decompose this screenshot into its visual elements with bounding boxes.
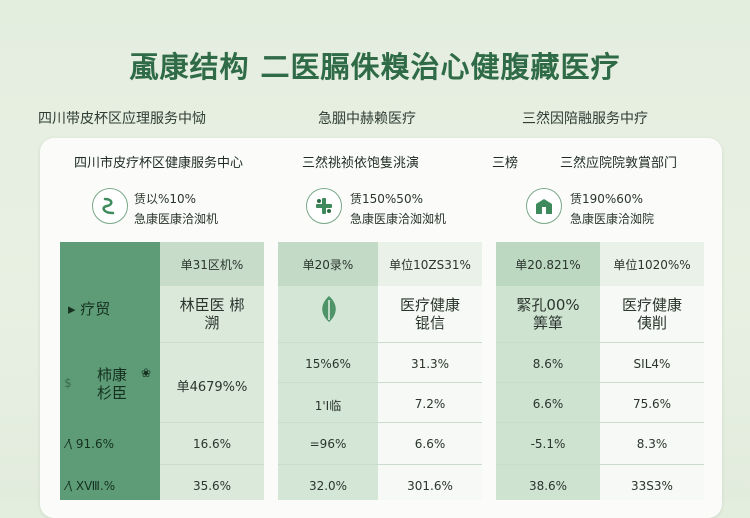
block2-row3-b: 7.2% <box>414 397 446 411</box>
block1-row2-prefix: $ <box>64 376 72 390</box>
block1-label-column <box>60 242 160 500</box>
block2-header-b: 单位10ZS31% <box>389 258 471 272</box>
block2-header-a-bg <box>278 242 378 286</box>
info-2-line1: 赁150%50% <box>350 192 423 206</box>
info-1-line2: 急康医康洽洳机 <box>134 212 219 226</box>
block3-row4-b: 8.3% <box>636 437 668 451</box>
info-3-line2: 急康医康洽洳院 <box>570 212 655 226</box>
subhead-2: 急胭中赫赖医疗 <box>318 111 416 127</box>
block2-row4-b: 6.6% <box>414 437 446 451</box>
leaf-icon <box>318 294 340 328</box>
divider <box>278 342 482 343</box>
block3-row4-a: -5.1% <box>530 437 566 451</box>
block2-header-b-bg <box>378 242 482 286</box>
block2-row3-a: 1'I临 <box>314 399 342 413</box>
block3-row3-a: 6.6% <box>532 397 564 411</box>
column-head-2: 三然祧祯依饱隻洮演 <box>302 156 420 171</box>
block2-row5-b: 301.6% <box>407 479 453 493</box>
divider <box>160 342 264 343</box>
block3-row5-b: 33S3% <box>631 479 673 493</box>
block3-row2-b: SIL4% <box>633 357 671 371</box>
subheadings: 四川带皮杯区应理服务中恸 急胭中赫赖医疗 三然因陪融服务中疗 <box>0 108 750 128</box>
divider <box>278 464 482 465</box>
block3-header-b-bg <box>600 242 704 286</box>
block2-row5-a: 32.0% <box>308 479 348 493</box>
divider <box>496 382 704 383</box>
divider <box>278 382 482 383</box>
info-2-line2: 急康医康洽洳洳机 <box>350 212 447 226</box>
block3-header-a: 单20.821% <box>515 258 581 272</box>
block2-row2-a: 15%6% <box>305 357 351 371</box>
block2-row1-value: 医疗健康 锟信 <box>399 296 460 332</box>
divider <box>496 464 704 465</box>
block1-row2-label: 柿康 杉臣 <box>96 366 127 402</box>
page-title: 颪康结构 二医膈侏糗治心健腹藏医疗 <box>129 50 621 84</box>
column-head-1: 四川市皮疗杯区健康服务中心 <box>74 156 244 171</box>
hospital-icon <box>526 188 562 224</box>
block3-header-b: 单位1020%% <box>613 258 691 272</box>
block1-row3-value: 16.6% <box>192 437 232 451</box>
divider <box>496 422 704 423</box>
subhead-3: 三然因陪融服务中疗 <box>522 111 648 127</box>
block1-row1-label: ▸ 疗贸 <box>68 300 111 318</box>
block3-row2-a: 8.6% <box>532 357 564 371</box>
divider <box>496 342 704 343</box>
divider <box>160 464 264 465</box>
block2-header-a: 单20录% <box>302 258 354 272</box>
divider <box>160 422 264 423</box>
subhead-1: 四川带皮杯区应理服务中恸 <box>38 111 206 127</box>
block1-header: 单31区机% <box>180 258 244 272</box>
column-head-3b: 三然应院院敦賞部门 <box>560 156 678 171</box>
block3-row5-a: 38.6% <box>528 479 568 493</box>
info-1-line1: 赁以%10% <box>134 192 197 206</box>
column-head-3a: 三榜 <box>492 156 519 171</box>
block1-header-bg <box>160 242 264 286</box>
block3-header-a-bg <box>496 242 600 286</box>
block3-row1-a: 緊孔00% 筭箪 <box>516 296 580 332</box>
block1-row4-value: 35.6% <box>192 479 232 493</box>
block1-row2-value: 单4679%% <box>176 380 248 395</box>
divider <box>278 422 482 423</box>
block2-row4-a: =96% <box>309 437 347 451</box>
block3-row1-b: 医疗健康 侇削 <box>621 296 682 332</box>
block2-row2-b: 31.3% <box>410 357 450 371</box>
info-3-line1: 赁190%60% <box>570 192 643 206</box>
block1-row4-label: ⁄\ ⅩⅧ.% <box>66 479 116 493</box>
block3-row3-b: 75.6% <box>632 397 672 411</box>
stethoscope-icon <box>92 188 128 224</box>
block1-row2-mark: ❀ <box>140 366 152 380</box>
block1-row3-label: ⁄\ 91.6% <box>66 437 114 451</box>
leaf-medical-icon <box>306 188 342 224</box>
block1-row1-value: 林臣医 梆溯 <box>179 296 245 332</box>
